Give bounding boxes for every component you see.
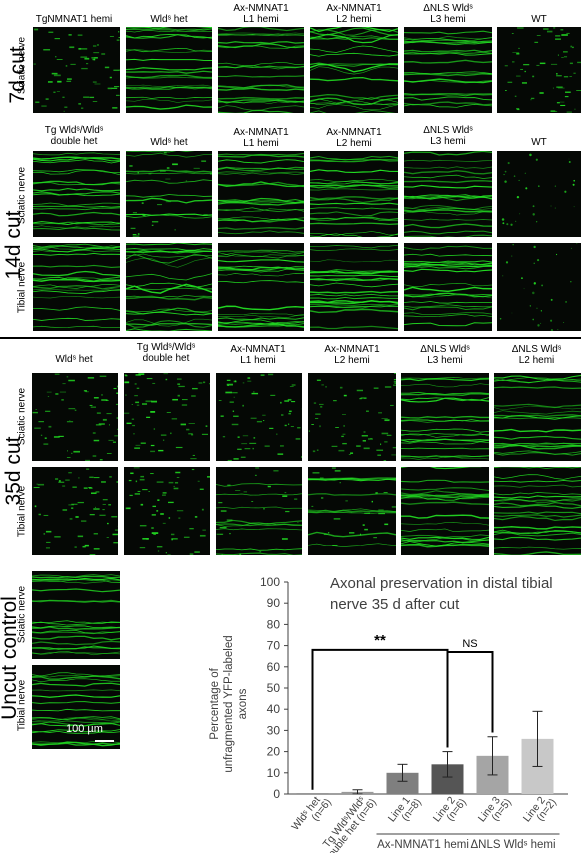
micrograph-35d-tibial-3	[216, 467, 302, 555]
y-tick-label: 100	[260, 575, 280, 589]
col-label-7d-6: WT	[531, 14, 547, 25]
micrograph-14d-tibial-1	[33, 243, 120, 331]
micrograph-7d-tg-nmnat1	[33, 27, 120, 113]
micrograph-uncut-sciatic	[32, 571, 120, 659]
micrograph-7d-dnls-l3	[404, 27, 492, 113]
col-label-14d-6: WT	[531, 137, 547, 148]
col-label-35d-6: ΔNLS Wldˢ L2 hemi	[511, 344, 562, 366]
y-axis-label-line: axons	[237, 688, 249, 719]
significance-bracket	[446, 650, 494, 748]
micrograph-14d-sciatic-2	[126, 151, 212, 237]
y-tick-label: 0	[273, 787, 280, 801]
micrograph-35d-sciatic-2	[124, 373, 210, 461]
col-label-7d-2: Wldˢ het	[150, 14, 188, 25]
row-label-14d-tibial: Tibial nerve	[16, 261, 28, 314]
col-label-35d-3: Ax-NMNAT1 L1 hemi	[230, 344, 286, 366]
scalebar	[95, 740, 114, 742]
row-label-35d-sciatic: Sciatic nerve	[16, 387, 28, 446]
micrograph-14d-tibial-3	[218, 243, 304, 331]
col-label-7d-5: ΔNLS Wldˢ L3 hemi	[423, 3, 473, 25]
col-label-14d-4: Ax-NMNAT1 L2 hemi	[326, 127, 382, 149]
group-label: Ax-NMNAT1 hemi	[377, 839, 469, 851]
significance-label: **	[374, 632, 386, 649]
micrograph-14d-sciatic-1	[33, 151, 120, 237]
col-label-7d-3: Ax-NMNAT1 L1 hemi	[233, 3, 289, 25]
micrograph-14d-tibial-2	[126, 243, 212, 331]
col-label-35d-2: Tg Wldˢ/Wldˢ double het	[136, 342, 196, 364]
micrograph-35d-sciatic-6	[494, 373, 581, 461]
col-label-35d-1: Wldˢ het	[55, 354, 93, 365]
micrograph-14d-tibial-5	[404, 243, 492, 331]
col-label-14d-2: Wldˢ het	[150, 137, 188, 148]
col-label-7d-4: Ax-NMNAT1 L2 hemi	[326, 3, 382, 25]
micrograph-7d-wlds-het	[126, 27, 212, 113]
micrograph-7d-ax-l2	[310, 27, 398, 113]
micrograph-35d-sciatic-4	[308, 373, 396, 461]
micrograph-35d-tibial-6	[494, 467, 581, 555]
bar	[386, 772, 419, 794]
scalebar-label: 100 µm	[66, 723, 103, 735]
micrograph-14d-sciatic-3	[218, 151, 304, 237]
y-tick-label: 80	[267, 617, 281, 631]
micrograph-14d-tibial-4	[310, 243, 398, 331]
row-label-uncut-tibial: Tibial nerve	[16, 679, 28, 732]
row-label-uncut-sciatic: Sciatic nerve	[16, 585, 28, 644]
micrograph-35d-sciatic-1	[32, 373, 118, 461]
micrograph-14d-tibial-6	[497, 243, 581, 331]
y-tick-label: 90	[267, 596, 281, 610]
col-label-14d-1: Tg Wldˢ/Wldˢ double het	[44, 125, 104, 147]
micrograph-uncut-tibial	[32, 665, 120, 749]
micrograph-14d-sciatic-4	[310, 151, 398, 237]
micrograph-35d-tibial-4	[308, 467, 396, 555]
micrograph-14d-sciatic-6	[497, 151, 581, 237]
col-label-7d-1: TgNMNAT1 hemi	[35, 14, 113, 25]
section-divider	[0, 337, 581, 339]
significance-label: NS	[462, 638, 477, 650]
y-axis-label-line: unfragmented YFP-labeled	[223, 635, 235, 772]
micrograph-35d-tibial-1	[32, 467, 118, 555]
significance-bracket	[311, 648, 449, 790]
chart-title-line-2: nerve 35 d after cut	[330, 596, 460, 613]
micrograph-35d-sciatic-3	[216, 373, 302, 461]
micrograph-35d-tibial-2	[124, 467, 210, 555]
micrograph-7d-ax-l1	[218, 27, 304, 113]
group-label: ΔNLS Wldˢ hemi	[470, 839, 555, 851]
row-label-7d-sciatic: Sciatic nerve	[16, 36, 28, 95]
bar	[296, 793, 329, 794]
col-label-35d-4: Ax-NMNAT1 L2 hemi	[324, 344, 380, 366]
y-tick-label: 40	[267, 702, 281, 716]
y-tick-label: 10	[267, 766, 281, 780]
col-label-14d-5: ΔNLS Wldˢ L3 hemi	[423, 125, 473, 147]
chart-title-line-1: Axonal preservation in distal tibial	[330, 575, 553, 592]
micrograph-35d-sciatic-5	[401, 373, 489, 461]
col-label-35d-5: ΔNLS Wldˢ L3 hemi	[420, 344, 470, 366]
micrograph-7d-wt	[497, 27, 581, 113]
y-tick-label: 50	[267, 681, 281, 695]
col-label-14d-3: Ax-NMNAT1 L1 hemi	[233, 127, 289, 149]
y-tick-label: 70	[267, 639, 281, 653]
row-label-35d-tibial: Tibial nerve	[16, 485, 28, 538]
micrograph-35d-tibial-5	[401, 467, 489, 555]
y-axis-label-line: Percentage of	[209, 667, 221, 739]
micrograph-14d-sciatic-5	[404, 151, 492, 237]
y-tick-label: 30	[267, 723, 281, 737]
bar-chart: Axonal preservation in distal tibial nerv…	[209, 575, 568, 853]
row-label-14d-sciatic: Sciatic nerve	[16, 166, 28, 225]
y-tick-label: 20	[267, 745, 281, 759]
y-tick-label: 60	[267, 660, 281, 674]
